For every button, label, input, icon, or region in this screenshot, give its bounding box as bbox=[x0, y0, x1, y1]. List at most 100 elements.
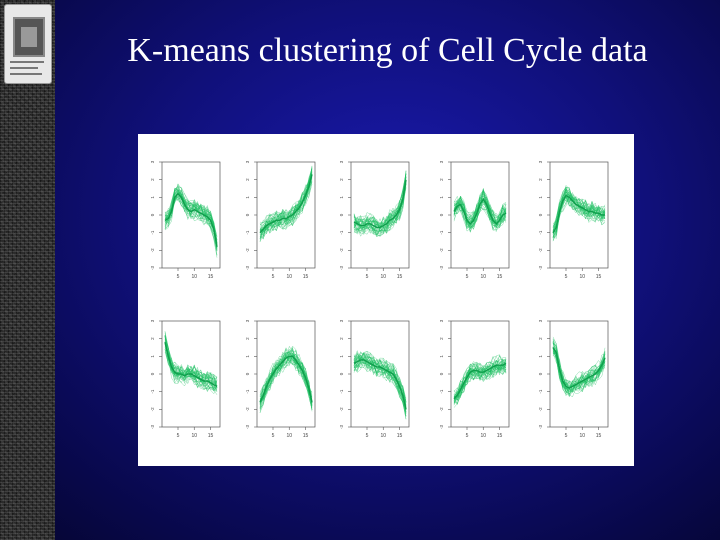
x-tick-label: 15 bbox=[303, 433, 309, 439]
cluster-panel-7: -3 -2 -1 0 1 2 3 5 10 15 bbox=[245, 319, 316, 439]
y-tick-label: 0 bbox=[339, 372, 344, 375]
y-tick-label: 1 bbox=[245, 196, 250, 199]
y-tick-label: -1 bbox=[439, 389, 444, 393]
y-tick-label: -1 bbox=[538, 389, 543, 393]
expression-series-line bbox=[453, 189, 507, 223]
y-tick-label: 2 bbox=[439, 337, 444, 340]
cluster-mean-line bbox=[353, 359, 407, 410]
x-tick-label: 10 bbox=[191, 274, 197, 280]
y-tick-label: -1 bbox=[245, 230, 250, 234]
y-tick-label: 2 bbox=[245, 337, 250, 340]
expression-series-line bbox=[164, 334, 218, 387]
y-tick-label: 2 bbox=[150, 337, 155, 340]
expression-series-line bbox=[164, 343, 218, 392]
y-tick-label: 3 bbox=[439, 319, 444, 322]
x-tick-label: 10 bbox=[480, 274, 486, 280]
x-tick-label: 5 bbox=[272, 433, 275, 439]
y-tick-label: 0 bbox=[439, 372, 444, 375]
y-tick-label: 3 bbox=[339, 319, 344, 322]
expression-series-line bbox=[454, 363, 507, 404]
y-tick-label: 1 bbox=[538, 196, 543, 199]
microarray-chip-image bbox=[4, 4, 52, 84]
expression-series-line bbox=[259, 351, 313, 403]
expression-series-line bbox=[453, 188, 507, 226]
y-tick-label: 3 bbox=[150, 319, 155, 322]
y-tick-label: -1 bbox=[150, 389, 155, 393]
y-tick-label: -3 bbox=[245, 266, 250, 270]
y-tick-label: 3 bbox=[439, 160, 444, 163]
y-tick-label: 3 bbox=[339, 160, 344, 163]
y-tick-label: -2 bbox=[339, 407, 344, 411]
x-tick-label: 5 bbox=[466, 433, 469, 439]
y-tick-label: -3 bbox=[245, 425, 250, 429]
y-tick-label: -3 bbox=[150, 425, 155, 429]
cluster-panel-1: -3 -2 -1 0 1 2 3 5 10 15 bbox=[150, 160, 221, 280]
y-tick-label: -2 bbox=[439, 407, 444, 411]
x-tick-label: 15 bbox=[303, 274, 309, 280]
y-tick-label: -3 bbox=[538, 266, 543, 270]
x-tick-label: 5 bbox=[177, 274, 180, 280]
x-tick-label: 15 bbox=[208, 274, 214, 280]
expression-series-line bbox=[552, 350, 606, 394]
y-tick-label: -3 bbox=[439, 266, 444, 270]
y-tick-label: 1 bbox=[245, 355, 250, 358]
y-tick-label: 0 bbox=[538, 213, 543, 216]
y-tick-label: -1 bbox=[339, 389, 344, 393]
x-tick-label: 15 bbox=[497, 433, 503, 439]
y-tick-label: 2 bbox=[150, 178, 155, 181]
expression-series-line bbox=[353, 171, 407, 228]
cluster-mean-line bbox=[453, 362, 507, 400]
cluster-panel-10: -3 -2 -1 0 1 2 3 5 10 15 bbox=[538, 319, 609, 439]
y-tick-label: -2 bbox=[339, 248, 344, 252]
y-tick-label: 0 bbox=[245, 372, 250, 375]
y-tick-label: 0 bbox=[245, 213, 250, 216]
x-tick-label: 15 bbox=[497, 274, 503, 280]
decorative-side-strip bbox=[0, 0, 55, 540]
cluster-panel-5: -3 -2 -1 0 1 2 3 5 10 15 bbox=[538, 160, 609, 280]
x-tick-label: 15 bbox=[397, 433, 403, 439]
y-tick-label: -2 bbox=[245, 407, 250, 411]
expression-series-line bbox=[453, 363, 507, 406]
cluster-mean-line bbox=[353, 179, 407, 229]
expression-series-line bbox=[453, 196, 507, 225]
expression-series-line bbox=[260, 177, 313, 232]
expression-series-line bbox=[353, 183, 407, 233]
y-tick-label: 1 bbox=[339, 196, 344, 199]
expression-series-line bbox=[164, 339, 218, 383]
cluster-mean-line bbox=[259, 355, 313, 403]
x-tick-label: 5 bbox=[366, 274, 369, 280]
y-tick-label: 3 bbox=[538, 160, 543, 163]
cluster-panel-8: -3 -2 -1 0 1 2 3 5 10 15 bbox=[339, 319, 410, 439]
expression-series-line bbox=[552, 188, 606, 235]
y-tick-label: 3 bbox=[245, 160, 250, 163]
y-tick-label: -3 bbox=[439, 425, 444, 429]
cluster-panel-2: -3 -2 -1 0 1 2 3 5 10 15 bbox=[245, 160, 316, 280]
y-tick-label: 2 bbox=[439, 178, 444, 181]
y-tick-label: -2 bbox=[538, 248, 543, 252]
cluster-panel-3: -3 -2 -1 0 1 2 3 5 10 15 bbox=[339, 160, 410, 280]
y-tick-label: 2 bbox=[538, 337, 543, 340]
y-tick-label: 3 bbox=[538, 319, 543, 322]
y-tick-label: -2 bbox=[538, 407, 543, 411]
x-tick-label: 5 bbox=[466, 274, 469, 280]
y-tick-label: -1 bbox=[538, 230, 543, 234]
x-tick-label: 5 bbox=[366, 433, 369, 439]
y-tick-label: 1 bbox=[538, 355, 543, 358]
cluster-panel-4: -3 -2 -1 0 1 2 3 5 10 15 bbox=[439, 160, 510, 280]
expression-series-line bbox=[164, 331, 218, 388]
y-tick-label: 3 bbox=[245, 319, 250, 322]
expression-series-line bbox=[353, 173, 407, 229]
y-tick-label: 1 bbox=[150, 196, 155, 199]
y-tick-label: -1 bbox=[439, 230, 444, 234]
x-tick-label: 15 bbox=[596, 433, 602, 439]
y-tick-label: 0 bbox=[339, 213, 344, 216]
y-tick-label: -2 bbox=[245, 248, 250, 252]
x-tick-label: 15 bbox=[397, 274, 403, 280]
y-tick-label: 2 bbox=[538, 178, 543, 181]
y-tick-label: -1 bbox=[150, 230, 155, 234]
expression-series-line bbox=[453, 203, 507, 231]
y-tick-label: -3 bbox=[339, 266, 344, 270]
x-tick-label: 15 bbox=[596, 274, 602, 280]
expression-series-line bbox=[552, 194, 606, 236]
y-tick-label: 1 bbox=[439, 355, 444, 358]
